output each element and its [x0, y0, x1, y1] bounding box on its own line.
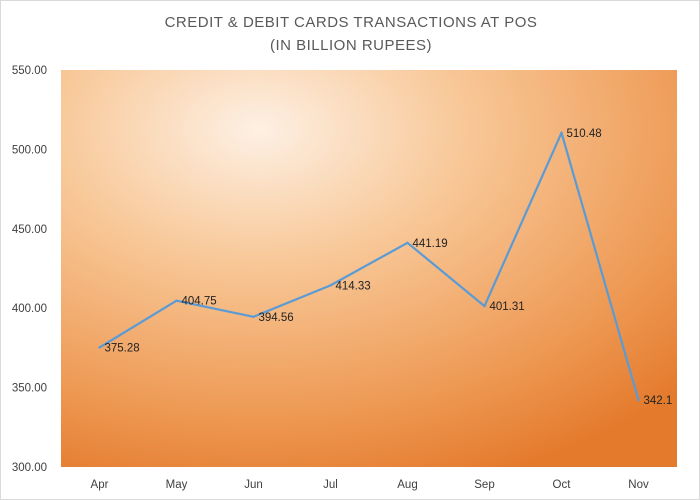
data-label: 414.33 [336, 280, 371, 292]
y-tick-label: 400.00 [12, 303, 47, 315]
data-label: 394.56 [259, 312, 294, 324]
x-tick-label: May [166, 479, 188, 491]
y-tick-label: 500.00 [12, 144, 47, 156]
data-point [406, 241, 409, 244]
x-tick-label: Oct [553, 479, 572, 491]
data-label: 510.48 [567, 128, 602, 140]
data-point [98, 346, 101, 349]
data-label: 401.31 [490, 301, 525, 313]
y-tick-label: 300.00 [12, 462, 47, 474]
chart-title-line-2: (IN BILLION RUPEES) [269, 37, 433, 54]
data-point [560, 131, 563, 134]
data-labels: 375.28 404.75 394.56 414.33 441.19 401.31 510.… [105, 128, 673, 407]
y-tick-label: 450.00 [12, 224, 47, 236]
x-axis: Apr May Jun Jul Aug Sep Oct Nov [91, 479, 649, 491]
series-line [98, 131, 640, 401]
y-tick-label: 350.00 [12, 383, 47, 395]
data-label: 441.19 [413, 238, 448, 250]
data-label: 375.28 [105, 342, 140, 354]
data-point [483, 304, 486, 308]
x-tick-label: Apr [91, 479, 109, 491]
chart-title-line-1: CREDIT & DEBIT CARDS TRANSACTIONS AT POS [164, 14, 538, 31]
x-tick-label: Jun [244, 479, 263, 491]
data-point [329, 284, 332, 287]
data-label: 404.75 [182, 296, 217, 308]
data-point [175, 299, 178, 302]
plot-area [61, 70, 677, 467]
x-tick-label: Aug [397, 479, 417, 491]
x-tick-label: Jul [323, 479, 338, 491]
y-axis: 300.00 350.00 400.00 450.00 500.00 550.00 [12, 65, 47, 474]
data-point [252, 315, 255, 319]
data-point [637, 398, 640, 402]
y-tick-label: 550.00 [12, 65, 47, 77]
x-tick-label: Sep [474, 479, 494, 491]
x-tick-label: Nov [628, 479, 649, 491]
data-label: 342.1 [644, 395, 673, 407]
